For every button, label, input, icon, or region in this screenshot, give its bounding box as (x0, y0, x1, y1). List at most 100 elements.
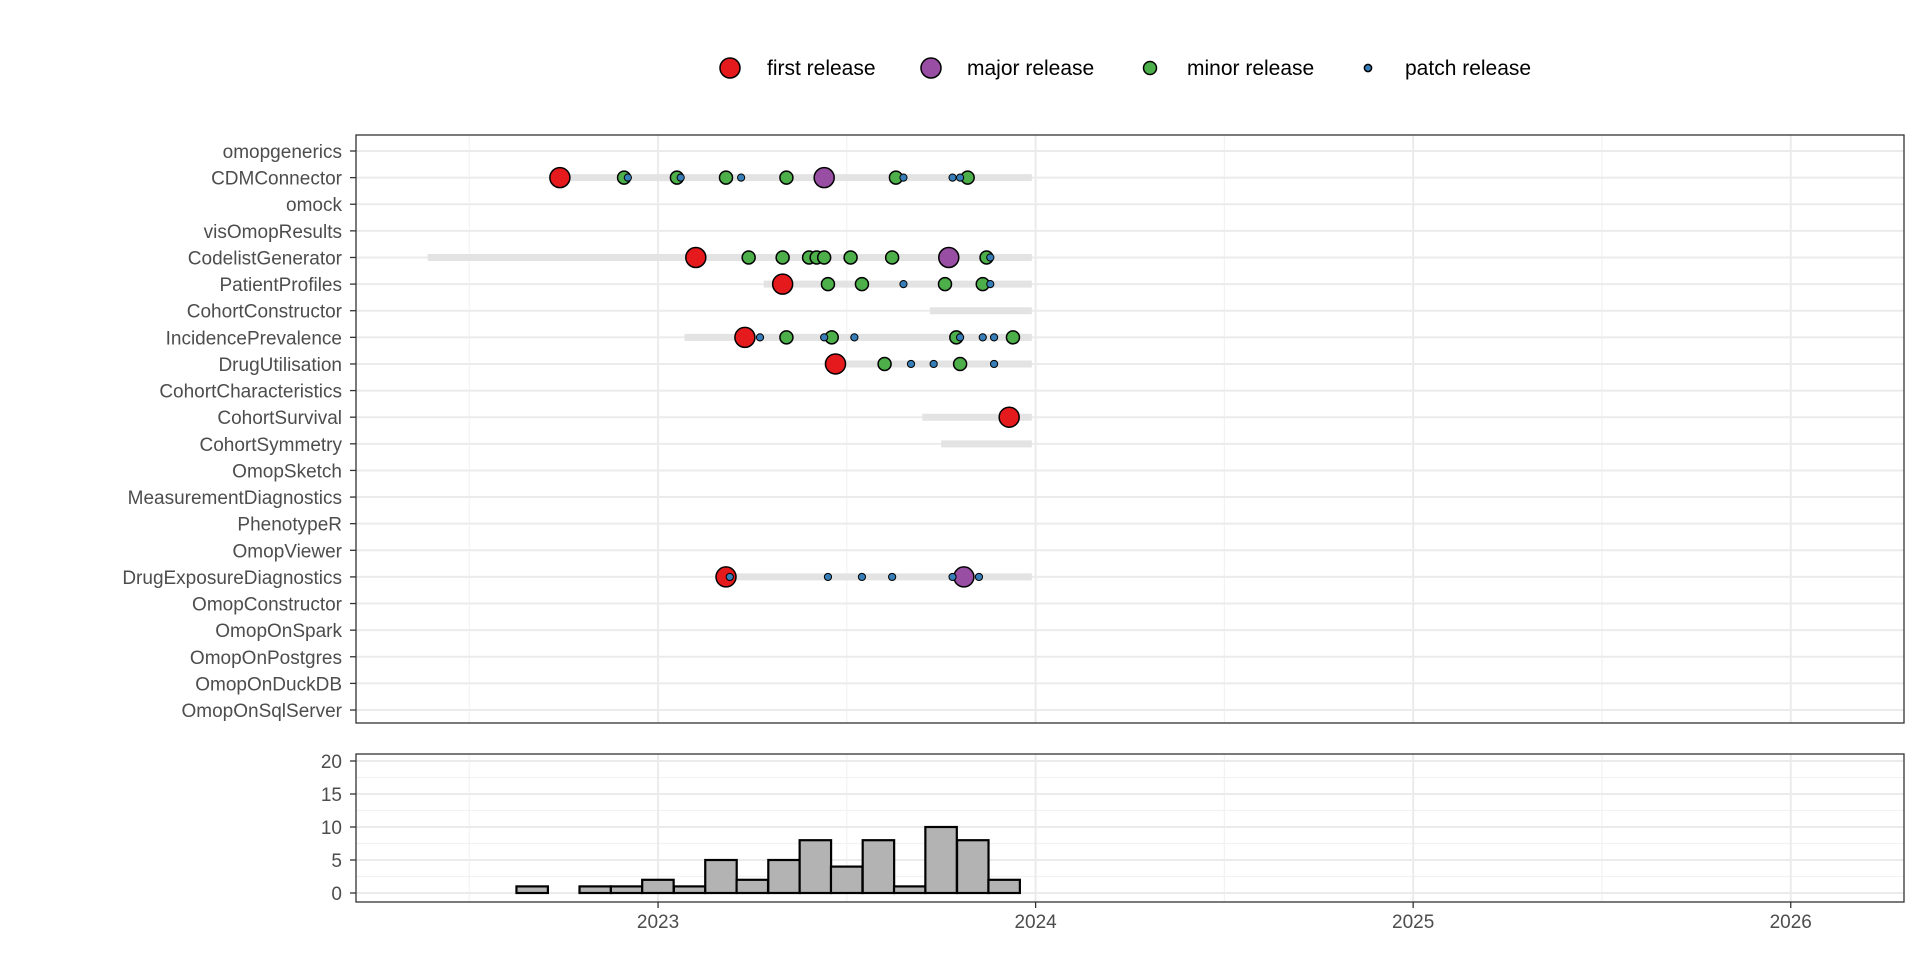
histogram-bar (515, 885, 550, 895)
legend-minor-marker (1142, 60, 1158, 76)
patch-release-point (820, 333, 829, 342)
package-label-OmopOnSqlServer: OmopOnSqlServer (181, 701, 342, 722)
minor-release-point (1005, 330, 1021, 345)
package-label-OmopViewer: OmopViewer (233, 541, 343, 562)
minor-release-point (820, 276, 836, 292)
package-label-CodelistGenerator: CodelistGenerator (188, 248, 343, 269)
histogram-bar (955, 839, 990, 895)
histogram-bar (578, 885, 613, 895)
patch-release-point (989, 333, 999, 342)
minor-release-point (779, 170, 794, 185)
first-release-point (824, 353, 847, 375)
package-label-OmopSketch: OmopSketch (232, 461, 342, 482)
count-tick-label: 5 (331, 851, 342, 872)
count-axis: 0 5 10 15 20 (321, 752, 356, 905)
histogram-bar (735, 878, 770, 895)
first-release-point (734, 326, 756, 349)
minor-release-point (884, 250, 900, 265)
count-tick-label: 0 (331, 884, 342, 905)
patch-release-point (755, 333, 765, 342)
release-count-histogram-panel: 0 5 10 15 20 2023 2024 2025 2026 (321, 752, 1905, 933)
histogram-panel-border (355, 753, 1905, 903)
histogram-bar (609, 885, 644, 895)
patch-release-point (850, 333, 859, 342)
patch-release-point (899, 280, 908, 289)
package-axis: omopgenerics CDMConnector omock visOmopResu… (122, 142, 356, 722)
minor-release-point (741, 250, 756, 265)
histogram-bar (672, 885, 707, 895)
minor-release-point (718, 170, 734, 185)
patch-release-point (948, 173, 957, 182)
legend-patch-label: patch release (1405, 57, 1531, 80)
year-tick-label: 2023 (637, 912, 679, 933)
histogram-bar (767, 858, 801, 895)
histogram-bar (987, 878, 1021, 895)
year-tick-label: 2026 (1770, 912, 1812, 933)
first-release-point (998, 406, 1020, 428)
timeline-panel-border (355, 134, 1905, 724)
legend-major-label: major release (967, 57, 1094, 80)
package-label-omopgenerics: omopgenerics (223, 142, 342, 163)
patch-release-point (986, 253, 995, 262)
histogram-bar (861, 839, 896, 895)
patch-release-point (823, 572, 833, 582)
count-tick-label: 10 (321, 818, 342, 839)
package-label-CohortSurvival: CohortSurvival (217, 408, 342, 429)
major-release-point (953, 566, 975, 588)
package-label-DrugUtilisation: DrugUtilisation (218, 355, 342, 376)
package-label-CohortSymmetry: CohortSymmetry (199, 435, 342, 456)
package-label-MeasurementDiagnostics: MeasurementDiagnostics (128, 488, 342, 509)
legend-major-marker (920, 57, 942, 79)
histogram-gridlines (356, 754, 1904, 902)
minor-release-point (779, 330, 794, 345)
year-axis: 2023 2024 2025 2026 (637, 902, 1812, 933)
patch-release-point (623, 173, 632, 182)
patch-release-point (986, 280, 995, 289)
timeline-gridlines (356, 135, 1904, 723)
patch-release-point (857, 572, 867, 582)
patch-release-point (955, 333, 965, 342)
major-release-point (938, 246, 960, 269)
major-release-point (813, 166, 835, 189)
patch-release-point (906, 359, 916, 369)
package-label-IncidencePrevalence: IncidencePrevalence (166, 328, 342, 349)
package-label-OmopConstructor: OmopConstructor (192, 595, 343, 616)
legend: first release major release minor release p… (719, 57, 1531, 80)
activity-ranges (427, 174, 1032, 581)
minor-release-point (854, 276, 870, 292)
legend-first-marker (719, 57, 741, 79)
release-timeline-panel: omopgenerics CDMConnector omock visOmopResu… (122, 134, 1905, 724)
patch-release-point (955, 173, 965, 182)
package-label-OmopOnSpark: OmopOnSpark (215, 621, 342, 642)
package-label-PhenotypeR: PhenotypeR (237, 515, 342, 536)
first-release-point (685, 246, 707, 269)
patch-release-point (974, 572, 984, 582)
first-release-point (549, 166, 571, 189)
patch-release-point (978, 333, 987, 342)
count-tick-label: 15 (321, 785, 342, 806)
minor-release-point (937, 276, 953, 292)
package-label-OmopOnPostgres: OmopOnPostgres (190, 648, 342, 669)
package-label-CDMConnector: CDMConnector (211, 169, 343, 190)
year-tick-label: 2025 (1392, 912, 1434, 933)
histogram-bar (704, 858, 738, 895)
package-label-OmopOnDuckDB: OmopOnDuckDB (195, 674, 342, 695)
minor-release-point (775, 250, 790, 265)
patch-release-point (948, 572, 957, 582)
first-release-point (771, 273, 794, 295)
minor-release-point (816, 250, 832, 265)
package-label-visOmopResults: visOmopResults (204, 222, 342, 243)
patch-release-point (899, 173, 908, 182)
package-label-CohortConstructor: CohortConstructor (187, 302, 343, 323)
minor-release-point (843, 250, 858, 265)
histogram-bar (892, 885, 927, 895)
legend-first-label: first release (767, 57, 876, 80)
year-tick-label: 2024 (1014, 912, 1057, 933)
package-label-PatientProfiles: PatientProfiles (219, 275, 342, 296)
histogram-bars (515, 825, 1021, 895)
count-tick-label: 20 (321, 752, 342, 773)
release-points (549, 166, 1021, 588)
patch-release-point (929, 359, 938, 369)
legend-minor-label: minor release (1187, 57, 1314, 80)
